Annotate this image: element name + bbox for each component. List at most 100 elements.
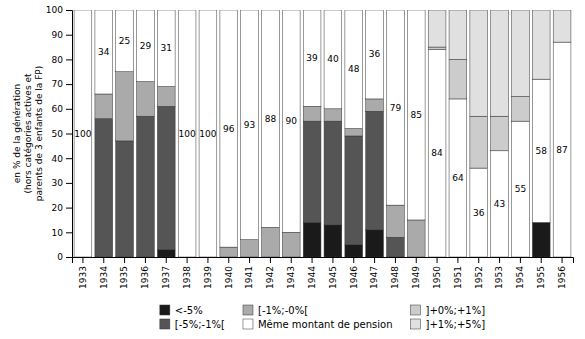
bar-series bbox=[95, 72, 425, 257]
axis-line bbox=[66, 11, 73, 258]
x-tick: 1945 bbox=[328, 257, 338, 289]
x-tick: 1935 bbox=[119, 257, 129, 289]
x-tick-label: 1938 bbox=[182, 266, 192, 289]
data-label: 93 bbox=[244, 120, 255, 130]
y-tick-label: 10 bbox=[52, 228, 64, 238]
bar-segment bbox=[262, 227, 280, 257]
x-tick: 1939 bbox=[203, 257, 213, 289]
y-tick-mark bbox=[66, 232, 72, 233]
legend-swatch bbox=[160, 319, 170, 329]
x-tick: 1947 bbox=[369, 257, 379, 289]
bar-segment bbox=[387, 10, 405, 11]
bar-segment bbox=[470, 10, 488, 116]
bar-segment bbox=[178, 10, 196, 11]
y-tick-mark bbox=[66, 208, 72, 209]
x-tick-mark bbox=[187, 257, 188, 263]
x-tick-label: 1942 bbox=[265, 266, 275, 289]
bar-segment bbox=[449, 10, 467, 59]
bar-segment bbox=[116, 72, 134, 141]
legend-item: ]+1%;+5%] bbox=[410, 319, 485, 330]
legend-item: [-5%;-1%[ bbox=[160, 319, 225, 330]
bar-segment bbox=[449, 99, 467, 257]
x-tick: 1940 bbox=[224, 257, 234, 289]
x-tick-label: 1936 bbox=[140, 266, 150, 289]
x-tick-mark bbox=[103, 257, 104, 263]
data-label: 79 bbox=[390, 103, 402, 113]
y-tick: 70 bbox=[52, 79, 72, 89]
x-tick-mark bbox=[312, 257, 313, 263]
bar-segment bbox=[282, 10, 300, 11]
bar-segment bbox=[116, 10, 134, 72]
legend-item: [-1%;-0%[ bbox=[243, 305, 308, 316]
bar-segment bbox=[95, 10, 113, 11]
x-tick: 1938 bbox=[182, 257, 192, 289]
y-tick-label: 80 bbox=[52, 55, 64, 65]
data-label: 36 bbox=[473, 208, 485, 218]
bar-segment bbox=[220, 10, 238, 11]
bar-segment bbox=[95, 94, 113, 119]
bar-segment bbox=[553, 42, 571, 257]
x-tick-label: 1956 bbox=[557, 266, 567, 289]
x-tick-label: 1952 bbox=[474, 266, 484, 289]
legend-item: ]+0%;+1%] bbox=[410, 305, 485, 316]
bar-segment bbox=[220, 247, 238, 257]
bar-segment bbox=[345, 245, 363, 257]
y-tick-label: 50 bbox=[52, 129, 64, 139]
bars bbox=[74, 10, 571, 257]
y-tick-mark bbox=[66, 257, 72, 258]
bar-segment bbox=[491, 10, 509, 116]
x-tick: 1951 bbox=[453, 257, 463, 289]
bar-segment bbox=[532, 79, 550, 222]
x-tick: 1954 bbox=[515, 257, 525, 289]
bar-segment bbox=[491, 151, 509, 257]
y-tick-label: 0 bbox=[57, 252, 63, 262]
bar-segment bbox=[449, 59, 467, 99]
bar-segment bbox=[345, 129, 363, 136]
bar-segment bbox=[345, 10, 363, 11]
x-tick-mark bbox=[353, 257, 354, 263]
bar-segment bbox=[407, 10, 425, 11]
x-tick-label: 1943 bbox=[286, 266, 296, 289]
x-tick-label: 1946 bbox=[349, 266, 359, 289]
x-tick-label: 1949 bbox=[411, 266, 421, 289]
y-tick-mark bbox=[66, 158, 72, 159]
bar-segment bbox=[74, 10, 92, 11]
data-label: 36 bbox=[369, 49, 381, 59]
bar-segment bbox=[324, 109, 342, 121]
x-tick: 1934 bbox=[99, 257, 109, 289]
y-tick: 20 bbox=[52, 203, 72, 213]
y-tick-mark bbox=[66, 84, 72, 85]
x-tick-mark bbox=[228, 257, 229, 263]
bar-segment bbox=[407, 10, 425, 11]
bar-segment bbox=[137, 82, 155, 117]
x-tick-mark bbox=[499, 257, 500, 263]
bar-segment bbox=[324, 10, 342, 11]
x-tick: 1933 bbox=[78, 257, 88, 289]
data-label: 100 bbox=[199, 129, 216, 139]
y-tick-label: 20 bbox=[52, 203, 64, 213]
x-tick: 1944 bbox=[307, 257, 317, 289]
bar-segment bbox=[366, 10, 384, 11]
bar-segment bbox=[345, 136, 363, 245]
y-axis-title: en % de la génération(hors catégories ac… bbox=[12, 66, 44, 202]
legend-label: [-5%;-1%[ bbox=[175, 319, 225, 330]
bar-segment bbox=[282, 232, 300, 257]
bar-segment bbox=[512, 121, 530, 257]
bar-segment bbox=[512, 10, 530, 96]
bar-segment bbox=[137, 10, 155, 11]
bar-segment bbox=[366, 111, 384, 230]
x-tick-label: 1947 bbox=[369, 266, 379, 289]
x-tick: 1948 bbox=[390, 257, 400, 289]
data-label: 100 bbox=[179, 129, 196, 139]
bar-segment bbox=[324, 10, 342, 11]
bar-segment bbox=[262, 10, 280, 227]
x-tick-mark bbox=[207, 257, 208, 263]
x-tick-label: 1939 bbox=[203, 266, 213, 289]
x-tick-label: 1933 bbox=[78, 266, 88, 289]
bar-segment bbox=[199, 10, 217, 257]
bar-segment bbox=[303, 10, 321, 11]
x-tick-label: 1945 bbox=[328, 266, 338, 289]
bar-segment bbox=[387, 237, 405, 257]
bar-segment bbox=[407, 220, 425, 257]
chart: 1003425293110010096938890394048367985846… bbox=[0, 0, 585, 339]
